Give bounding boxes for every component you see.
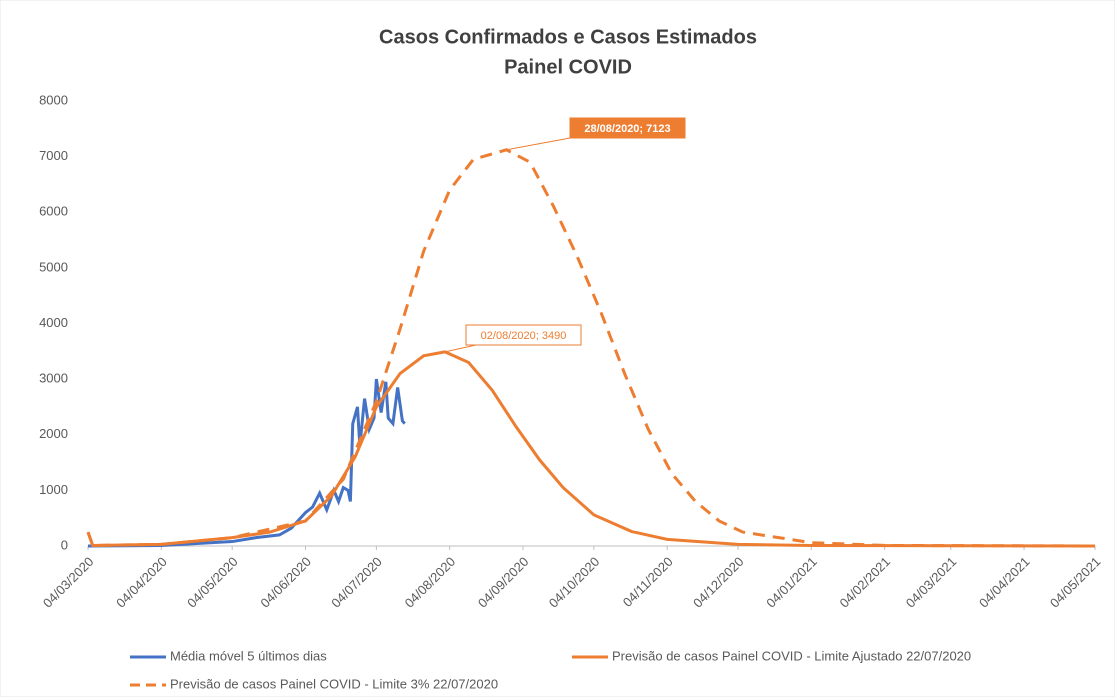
y-tick-label: 0	[61, 537, 68, 552]
y-tick-label: 4000	[39, 315, 68, 330]
chart-title: Casos Confirmados e Casos Estimados	[379, 26, 757, 48]
y-tick-label: 8000	[39, 92, 68, 107]
annotation-box	[569, 117, 686, 139]
y-tick-label: 6000	[39, 204, 68, 219]
annotation-leader	[506, 137, 571, 151]
y-tick-label: 2000	[39, 426, 68, 441]
chart-subtitle: Painel COVID	[504, 56, 632, 78]
annotation-box	[465, 324, 582, 346]
annotation-label: 28/08/2020; 7123	[584, 123, 670, 135]
y-tick-label: 1000	[39, 482, 68, 497]
y-tick-label: 7000	[39, 148, 68, 163]
legend-label: Previsão de casos Painel COVID - Limite …	[170, 676, 498, 691]
y-tick-label: 5000	[39, 259, 68, 274]
annotation-leader	[444, 344, 477, 353]
series-line	[86, 148, 1096, 548]
legend-label: Previsão de casos Painel COVID - Limite …	[612, 648, 971, 663]
series-line	[86, 350, 1096, 548]
annotation-label: 02/08/2020; 3490	[481, 330, 567, 342]
legend-label: Média móvel 5 últimos dias	[170, 648, 327, 663]
y-tick-label: 3000	[39, 371, 68, 386]
